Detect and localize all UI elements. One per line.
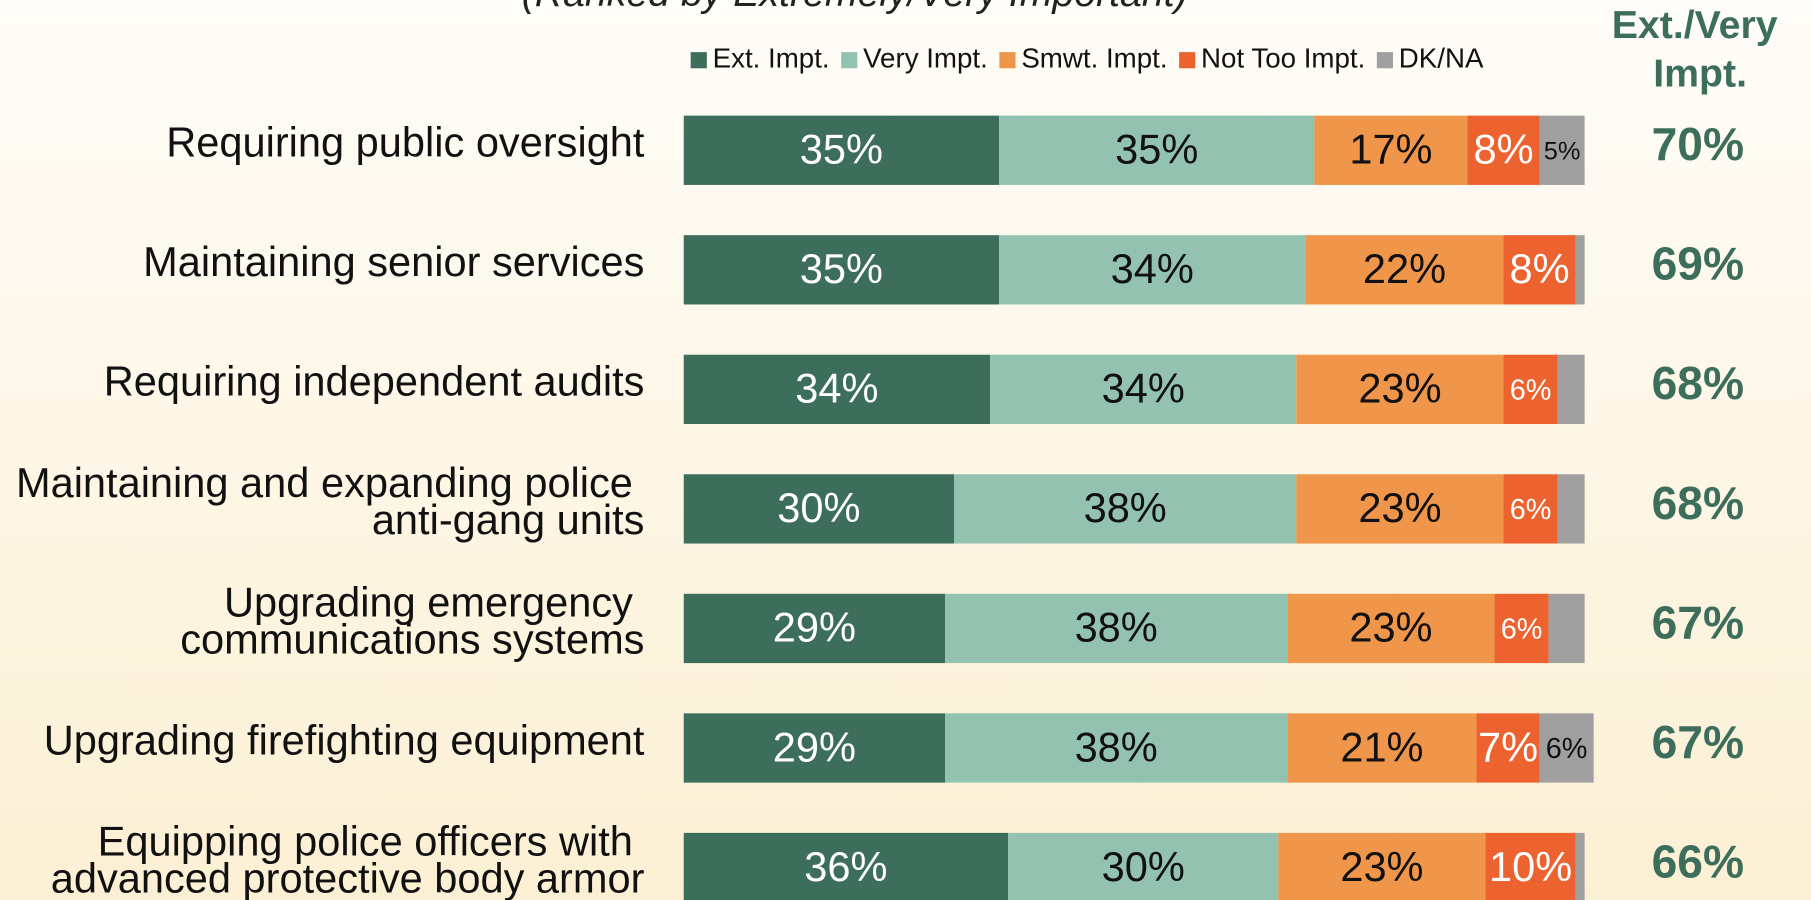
bar-segment xyxy=(1557,474,1585,544)
value-label: 23% xyxy=(1349,604,1432,651)
bar-segment xyxy=(1278,832,1486,900)
value-label: 29% xyxy=(773,723,856,770)
bar-segment xyxy=(683,474,955,544)
total-label: 67% xyxy=(1652,716,1744,768)
category-label: Upgrading emergency communications syste… xyxy=(180,578,644,662)
bar-segment xyxy=(1008,832,1279,900)
bar-segment xyxy=(683,593,946,664)
bar-segment xyxy=(683,354,991,425)
value-label: 30% xyxy=(1102,843,1185,890)
legend-label: DK/NA xyxy=(1399,43,1484,74)
totals-title: Ext./Very Impt. xyxy=(1612,3,1789,96)
bar-segment xyxy=(1503,354,1558,425)
value-label: 35% xyxy=(800,126,883,173)
value-label: 38% xyxy=(1075,723,1158,770)
bar-segment xyxy=(1548,593,1585,664)
bar-segment xyxy=(945,593,1288,664)
value-label: 30% xyxy=(777,484,860,531)
bar-segment xyxy=(1476,713,1540,783)
bar-segment xyxy=(683,115,1000,185)
legend-swatch xyxy=(1179,52,1196,69)
category-label: Requiring independent audits xyxy=(104,358,645,405)
legend-label: Ext. Impt. xyxy=(713,43,830,74)
total-label: 68% xyxy=(1652,357,1744,409)
bar-segment xyxy=(683,713,946,783)
total-label: 69% xyxy=(1652,238,1744,290)
value-label: 5% xyxy=(1544,137,1581,165)
value-label: 6% xyxy=(1546,733,1588,765)
value-label: 23% xyxy=(1358,484,1441,531)
value-label: 17% xyxy=(1349,126,1432,173)
total-label: 66% xyxy=(1652,835,1744,887)
value-label: 6% xyxy=(1510,494,1552,526)
bar-segment xyxy=(1539,713,1594,783)
value-label: 23% xyxy=(1340,843,1423,890)
bar-segment xyxy=(1296,474,1504,544)
value-label: 6% xyxy=(1501,613,1543,645)
value-label: 23% xyxy=(1358,365,1441,412)
value-label: 36% xyxy=(804,843,887,890)
bar-segment xyxy=(1287,593,1495,664)
category-label: Maintaining and expanding police anti-ga… xyxy=(16,459,645,543)
total-label: 67% xyxy=(1652,596,1744,648)
bar-segment xyxy=(683,235,1000,305)
category-label: Upgrading firefighting equipment xyxy=(44,716,645,763)
bar-segment xyxy=(1494,593,1549,664)
total-label: 68% xyxy=(1652,477,1744,529)
legend-swatch xyxy=(690,52,707,69)
value-label: 34% xyxy=(1111,245,1194,292)
total-label: 70% xyxy=(1652,118,1744,170)
value-label: 34% xyxy=(795,365,878,412)
value-label: 8% xyxy=(1510,245,1570,292)
bar-segment xyxy=(1314,115,1468,185)
value-label: 35% xyxy=(800,245,883,292)
value-label: 29% xyxy=(773,604,856,651)
legend-swatch xyxy=(999,52,1016,69)
value-label: 7% xyxy=(1478,723,1538,770)
value-label: 38% xyxy=(1084,484,1167,531)
bar-segment xyxy=(1575,832,1585,900)
bar-segment xyxy=(1287,713,1477,783)
chart-subtitle: (Ranked by Extremely/Very Important) xyxy=(522,0,1188,15)
value-label: 35% xyxy=(1115,126,1198,173)
legend-label: Not Too Impt. xyxy=(1201,43,1365,74)
bar-segment xyxy=(1485,832,1576,900)
bar-segment xyxy=(1305,235,1504,305)
legend-swatch xyxy=(1376,52,1394,69)
value-label: 38% xyxy=(1075,604,1158,651)
bar-segment xyxy=(954,474,1297,544)
bar-segment xyxy=(1557,354,1585,425)
category-label: Maintaining senior services xyxy=(143,238,644,285)
legend-swatch xyxy=(841,52,858,69)
bar-segment xyxy=(999,115,1315,185)
bar-segment xyxy=(990,354,1297,425)
bar-segment xyxy=(999,235,1306,305)
category-label: Requiring public oversight xyxy=(166,119,645,166)
bar-segment xyxy=(1503,235,1576,305)
value-label: 6% xyxy=(1510,374,1552,406)
bar-segment xyxy=(945,713,1288,783)
value-label: 22% xyxy=(1363,245,1446,292)
bar-segment xyxy=(1503,474,1558,544)
value-label: 21% xyxy=(1340,723,1423,770)
bar-segment xyxy=(683,832,1009,900)
legend-label: Smwt. Impt. xyxy=(1021,43,1167,74)
bar-segment xyxy=(1296,354,1504,425)
value-label: 8% xyxy=(1474,126,1534,173)
bar-segment xyxy=(1539,115,1585,185)
bar-segment xyxy=(1575,235,1585,305)
value-label: 10% xyxy=(1489,843,1572,890)
legend-label: Very Impt. xyxy=(863,43,988,74)
category-label: Equipping police officers with advanced … xyxy=(51,817,645,900)
bar-segment xyxy=(1467,115,1540,185)
value-label: 34% xyxy=(1102,365,1185,412)
